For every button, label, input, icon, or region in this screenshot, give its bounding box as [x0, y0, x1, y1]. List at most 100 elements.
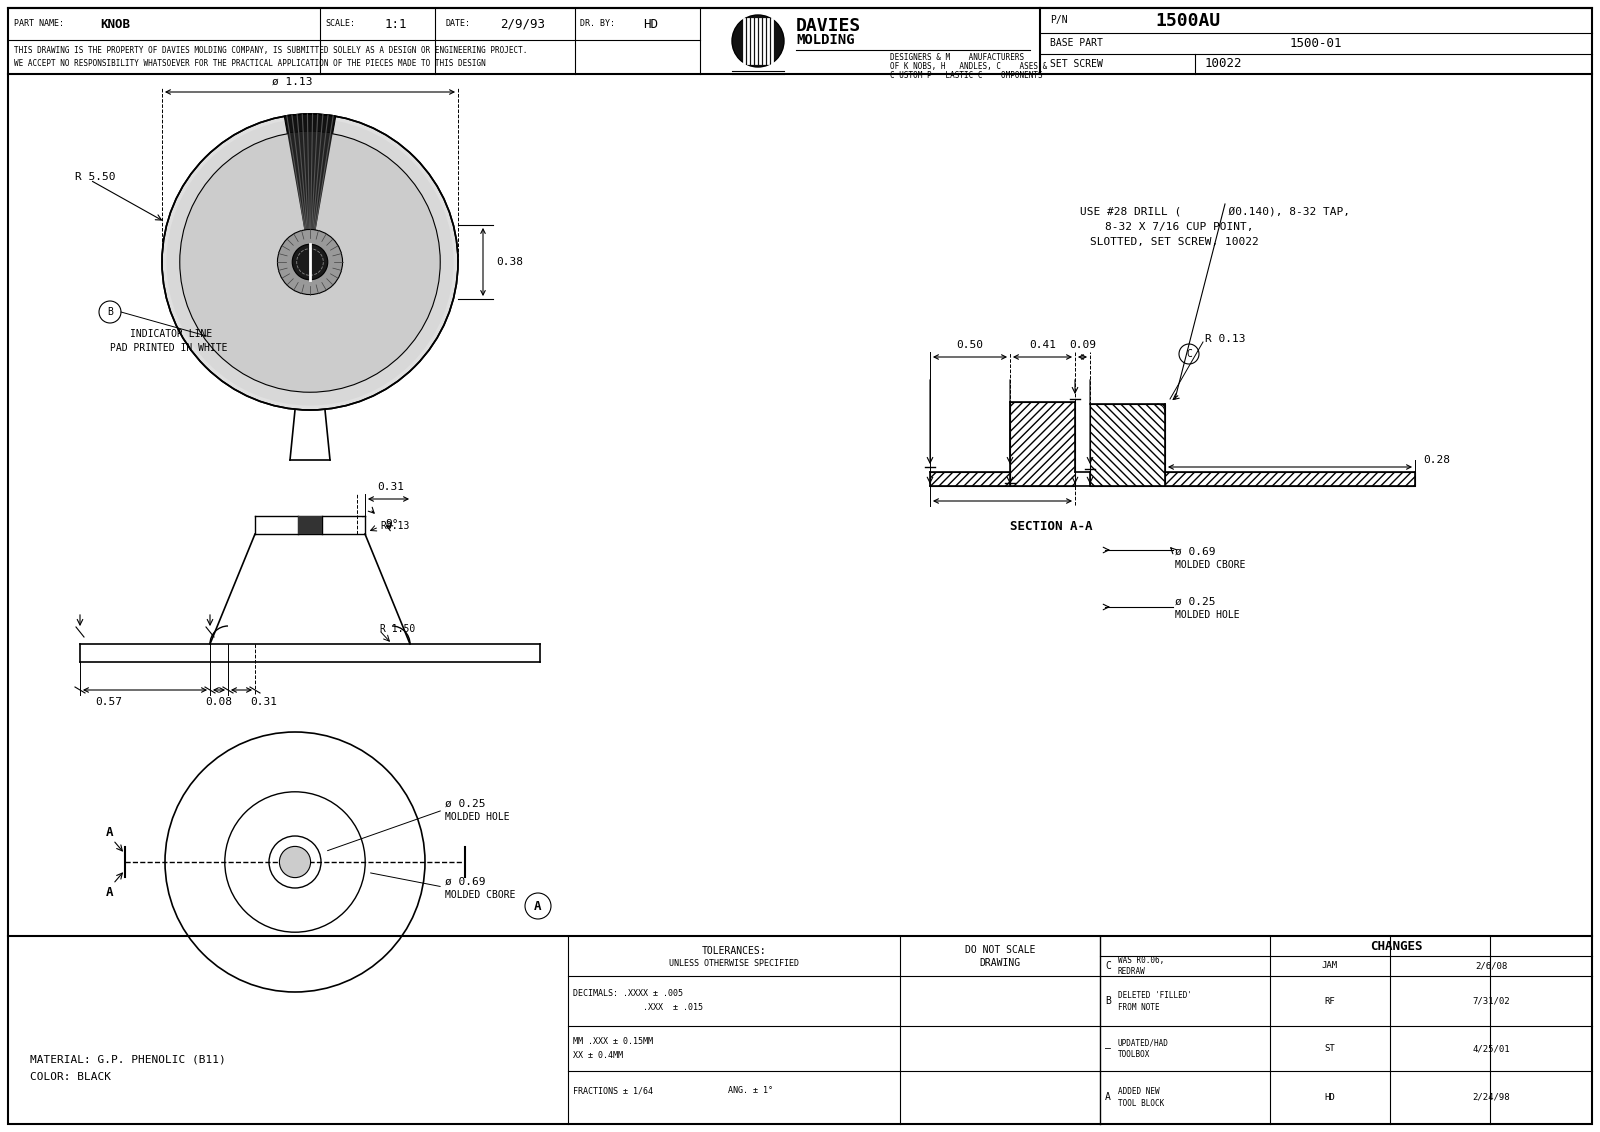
Text: DAVIES: DAVIES — [797, 17, 861, 35]
Text: C: C — [1186, 349, 1192, 359]
Text: PAD PRINTED IN WHITE: PAD PRINTED IN WHITE — [110, 343, 227, 353]
Bar — [298, 516, 322, 534]
Text: DO NOT SCALE: DO NOT SCALE — [965, 945, 1035, 955]
Polygon shape — [1010, 402, 1075, 486]
Polygon shape — [1090, 404, 1165, 486]
Text: FRACTIONS ± 1/64: FRACTIONS ± 1/64 — [573, 1086, 653, 1095]
Text: R0.13: R0.13 — [381, 521, 410, 531]
Text: MOLDED HOLE: MOLDED HOLE — [445, 812, 510, 822]
Circle shape — [162, 114, 458, 410]
Text: C USTOM P   LASTIC C    OMPONENTS: C USTOM P LASTIC C OMPONENTS — [890, 70, 1043, 79]
Circle shape — [733, 15, 784, 67]
Text: HD: HD — [643, 17, 658, 31]
Text: C: C — [1106, 961, 1110, 971]
Text: 9°: 9° — [386, 518, 398, 529]
Text: MOLDED HOLE: MOLDED HOLE — [1174, 610, 1240, 620]
Text: A: A — [534, 900, 542, 912]
Text: R 1.50: R 1.50 — [381, 624, 416, 634]
Text: ST: ST — [1325, 1044, 1336, 1053]
Text: HD: HD — [1325, 1094, 1336, 1101]
Text: BASE PART: BASE PART — [1050, 38, 1102, 49]
Text: 2/6/08: 2/6/08 — [1475, 961, 1507, 970]
Text: DESIGNERS & M    ANUFACTURERS: DESIGNERS & M ANUFACTURERS — [890, 52, 1024, 61]
Text: OF K NOBS, H   ANDLES, C    ASES &: OF K NOBS, H ANDLES, C ASES & — [890, 61, 1048, 70]
Circle shape — [293, 245, 328, 280]
Text: MOLDED CBORE: MOLDED CBORE — [1174, 560, 1245, 571]
Circle shape — [179, 131, 440, 393]
Text: TOLERANCES:: TOLERANCES: — [702, 946, 766, 957]
Text: INDICATOR LINE: INDICATOR LINE — [130, 329, 213, 338]
Circle shape — [166, 119, 453, 405]
Text: UNLESS OTHERWISE SPECIFIED: UNLESS OTHERWISE SPECIFIED — [669, 960, 798, 969]
Text: DRAWING: DRAWING — [979, 958, 1021, 968]
Text: 0.57: 0.57 — [94, 697, 122, 708]
Text: ø 1.13: ø 1.13 — [272, 77, 312, 87]
Text: 7/31/02: 7/31/02 — [1472, 996, 1510, 1005]
Text: 0.31: 0.31 — [250, 697, 277, 708]
Text: MATERIAL: G.P. PHENOLIC (B11): MATERIAL: G.P. PHENOLIC (B11) — [30, 1055, 226, 1065]
Text: R 0.13: R 0.13 — [1205, 334, 1245, 344]
Text: TOOL BLOCK: TOOL BLOCK — [1118, 1099, 1165, 1108]
Text: A: A — [1106, 1092, 1110, 1103]
Text: 1500AU: 1500AU — [1155, 11, 1221, 29]
Text: DELETED 'FILLED': DELETED 'FILLED' — [1118, 990, 1192, 1000]
Text: ø 0.69: ø 0.69 — [1174, 547, 1216, 557]
Circle shape — [280, 847, 310, 877]
Text: 0.28: 0.28 — [1422, 455, 1450, 465]
Text: 0.41: 0.41 — [1029, 340, 1056, 350]
Text: UPDATED/HAD: UPDATED/HAD — [1118, 1038, 1170, 1047]
Text: 4/25/01: 4/25/01 — [1472, 1044, 1510, 1053]
Text: A: A — [106, 825, 114, 839]
Text: MOLDED CBORE: MOLDED CBORE — [445, 890, 515, 900]
Text: B: B — [1106, 996, 1110, 1006]
Text: SCALE:: SCALE: — [325, 19, 355, 28]
Text: MOLDING: MOLDING — [797, 33, 854, 48]
Text: COLOR: BLACK: COLOR: BLACK — [30, 1072, 110, 1082]
Text: A: A — [106, 885, 114, 899]
Text: 1:1: 1:1 — [386, 17, 408, 31]
Circle shape — [269, 837, 322, 887]
Text: WAS R0.06,: WAS R0.06, — [1118, 955, 1165, 964]
Text: ø 0.69: ø 0.69 — [445, 877, 485, 887]
Text: 2/9/93: 2/9/93 — [499, 17, 546, 31]
Polygon shape — [1165, 472, 1414, 486]
Text: .XXX  ± .015: .XXX ± .015 — [573, 1003, 702, 1012]
Text: USE #28 DRILL (       Ø0.140), 8-32 TAP,: USE #28 DRILL ( Ø0.140), 8-32 TAP, — [1080, 207, 1350, 217]
Text: R 5.50: R 5.50 — [75, 172, 115, 182]
Text: TOOLBOX: TOOLBOX — [1118, 1050, 1150, 1060]
Text: JAM: JAM — [1322, 961, 1338, 970]
Text: SET SCREW: SET SCREW — [1050, 59, 1102, 69]
Polygon shape — [930, 472, 1010, 486]
Text: ø 0.25: ø 0.25 — [1174, 597, 1216, 607]
Text: 1500-01: 1500-01 — [1290, 36, 1342, 50]
Text: PART NAME:: PART NAME: — [14, 19, 64, 28]
Text: MM .XXX ± 0.15MM: MM .XXX ± 0.15MM — [573, 1037, 653, 1046]
Text: 10022: 10022 — [1205, 58, 1243, 70]
Wedge shape — [288, 131, 333, 261]
Text: WE ACCEPT NO RESPONSIBILITY WHATSOEVER FOR THE PRACTICAL APPLICATION OF THE PIEC: WE ACCEPT NO RESPONSIBILITY WHATSOEVER F… — [14, 60, 486, 69]
Text: KNOB: KNOB — [99, 17, 130, 31]
Text: ø 0.25: ø 0.25 — [445, 799, 485, 809]
Text: 0.31: 0.31 — [378, 482, 403, 492]
Text: SECTION A-A: SECTION A-A — [1010, 520, 1093, 532]
Text: 0.08: 0.08 — [205, 697, 232, 708]
Text: 0.09: 0.09 — [1069, 340, 1096, 350]
Text: DATE:: DATE: — [445, 19, 470, 28]
Text: –: – — [1106, 1044, 1110, 1054]
Text: ADDED NEW: ADDED NEW — [1118, 1087, 1160, 1096]
Text: XX ± 0.4MM: XX ± 0.4MM — [573, 1050, 622, 1060]
Text: RF: RF — [1325, 996, 1336, 1005]
Text: ANG. ± 1°: ANG. ± 1° — [728, 1086, 773, 1095]
Circle shape — [277, 230, 342, 294]
Wedge shape — [285, 114, 336, 261]
Text: DR. BY:: DR. BY: — [579, 19, 614, 28]
Text: THIS DRAWING IS THE PROPERTY OF DAVIES MOLDING COMPANY, IS SUBMITTED SOLELY AS A: THIS DRAWING IS THE PROPERTY OF DAVIES M… — [14, 45, 528, 54]
Text: 0.50: 0.50 — [957, 340, 984, 350]
Text: 8-32 X 7/16 CUP POINT,: 8-32 X 7/16 CUP POINT, — [1106, 222, 1253, 232]
Text: CHANGES: CHANGES — [1370, 940, 1422, 952]
Text: B: B — [107, 307, 114, 317]
Text: DECIMALS: .XXXX ± .005: DECIMALS: .XXXX ± .005 — [573, 989, 683, 998]
Text: 2/24/98: 2/24/98 — [1472, 1094, 1510, 1101]
Text: P/N: P/N — [1050, 16, 1067, 26]
Text: 0.38: 0.38 — [496, 257, 523, 267]
